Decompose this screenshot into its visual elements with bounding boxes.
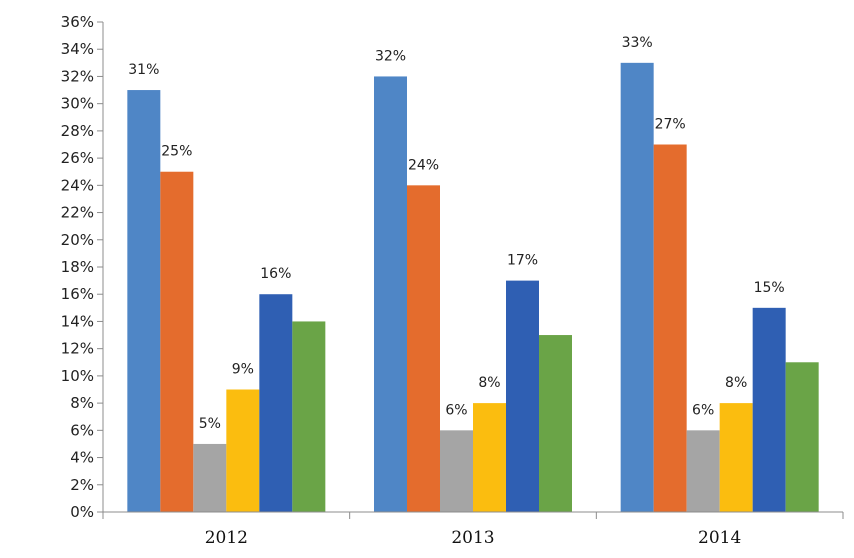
data-label: 17%	[507, 253, 538, 269]
bar-series-2-2012	[160, 171, 194, 512]
y-tick-label: 10%	[61, 367, 94, 385]
bar-series-6-2013	[539, 335, 572, 512]
data-label: 27%	[655, 117, 686, 133]
y-tick-label: 22%	[61, 204, 94, 222]
y-tick-label: 34%	[61, 40, 94, 58]
bar-series-4-2014	[719, 403, 753, 512]
bar-series-4-2012	[226, 389, 260, 512]
bars-group	[127, 62, 819, 513]
y-tick-label: 8%	[70, 394, 94, 412]
y-tick-label: 12%	[61, 340, 94, 358]
data-label: 31%	[128, 62, 159, 78]
data-label: 8%	[478, 375, 500, 391]
data-label: 16%	[260, 266, 291, 282]
bar-series-3-2012	[193, 443, 227, 512]
y-tick-label: 0%	[70, 503, 94, 521]
x-category-label: 2013	[451, 528, 494, 548]
bar-series-2-2013	[407, 185, 440, 513]
data-label: 6%	[692, 402, 714, 418]
y-tick-label: 16%	[61, 285, 94, 303]
x-axis: 2012 2013 2014	[102, 511, 844, 548]
data-labels-group: 31% 25% 5% 9% 16% 32% 24% 6% 8% 17% 33% 27% 6% 8% 15%	[128, 35, 784, 432]
bar-series-3-2014	[686, 430, 720, 512]
data-label: 9%	[232, 362, 254, 378]
y-tick-label: 26%	[61, 149, 94, 167]
bar-series-1-2012	[127, 90, 161, 513]
bar-series-5-2012	[259, 294, 293, 512]
bar-series-6-2012	[292, 321, 326, 512]
data-label: 6%	[445, 402, 467, 418]
y-tick-label: 30%	[61, 95, 94, 113]
x-category-label: 2012	[205, 528, 248, 548]
bar-series-1-2014	[620, 62, 654, 512]
data-label: 5%	[199, 416, 221, 432]
data-label: 8%	[725, 375, 747, 391]
y-tick-label: 14%	[61, 312, 94, 330]
y-tick-label: 28%	[61, 122, 94, 140]
y-tick-label: 18%	[61, 258, 94, 276]
data-label: 25%	[161, 144, 192, 160]
y-tick-label: 36%	[61, 13, 94, 31]
data-label: 33%	[622, 35, 653, 51]
bar-series-1-2013	[374, 76, 407, 512]
y-tick-label: 20%	[61, 231, 94, 249]
bar-series-2-2014	[653, 144, 687, 512]
y-tick-label: 32%	[61, 67, 94, 85]
data-label: 32%	[375, 48, 406, 64]
bar-series-5-2013	[506, 280, 539, 512]
bar-series-3-2013	[440, 430, 473, 512]
y-tick-label: 24%	[61, 176, 94, 194]
y-tick-label: 2%	[70, 476, 94, 494]
bar-series-5-2014	[752, 307, 786, 512]
y-tick-label: 6%	[70, 421, 94, 439]
data-label: 15%	[754, 280, 785, 296]
y-tick-label: 4%	[70, 449, 94, 467]
data-label: 24%	[408, 157, 439, 173]
x-category-label: 2014	[698, 528, 741, 548]
y-axis: 0% 2% 4% 6% 8% 10% 12% 14% 16% 18% 20% 22% 24% 26% 28%…	[61, 13, 104, 521]
bar-series-6-2014	[785, 362, 819, 512]
bar-series-4-2013	[473, 403, 506, 512]
